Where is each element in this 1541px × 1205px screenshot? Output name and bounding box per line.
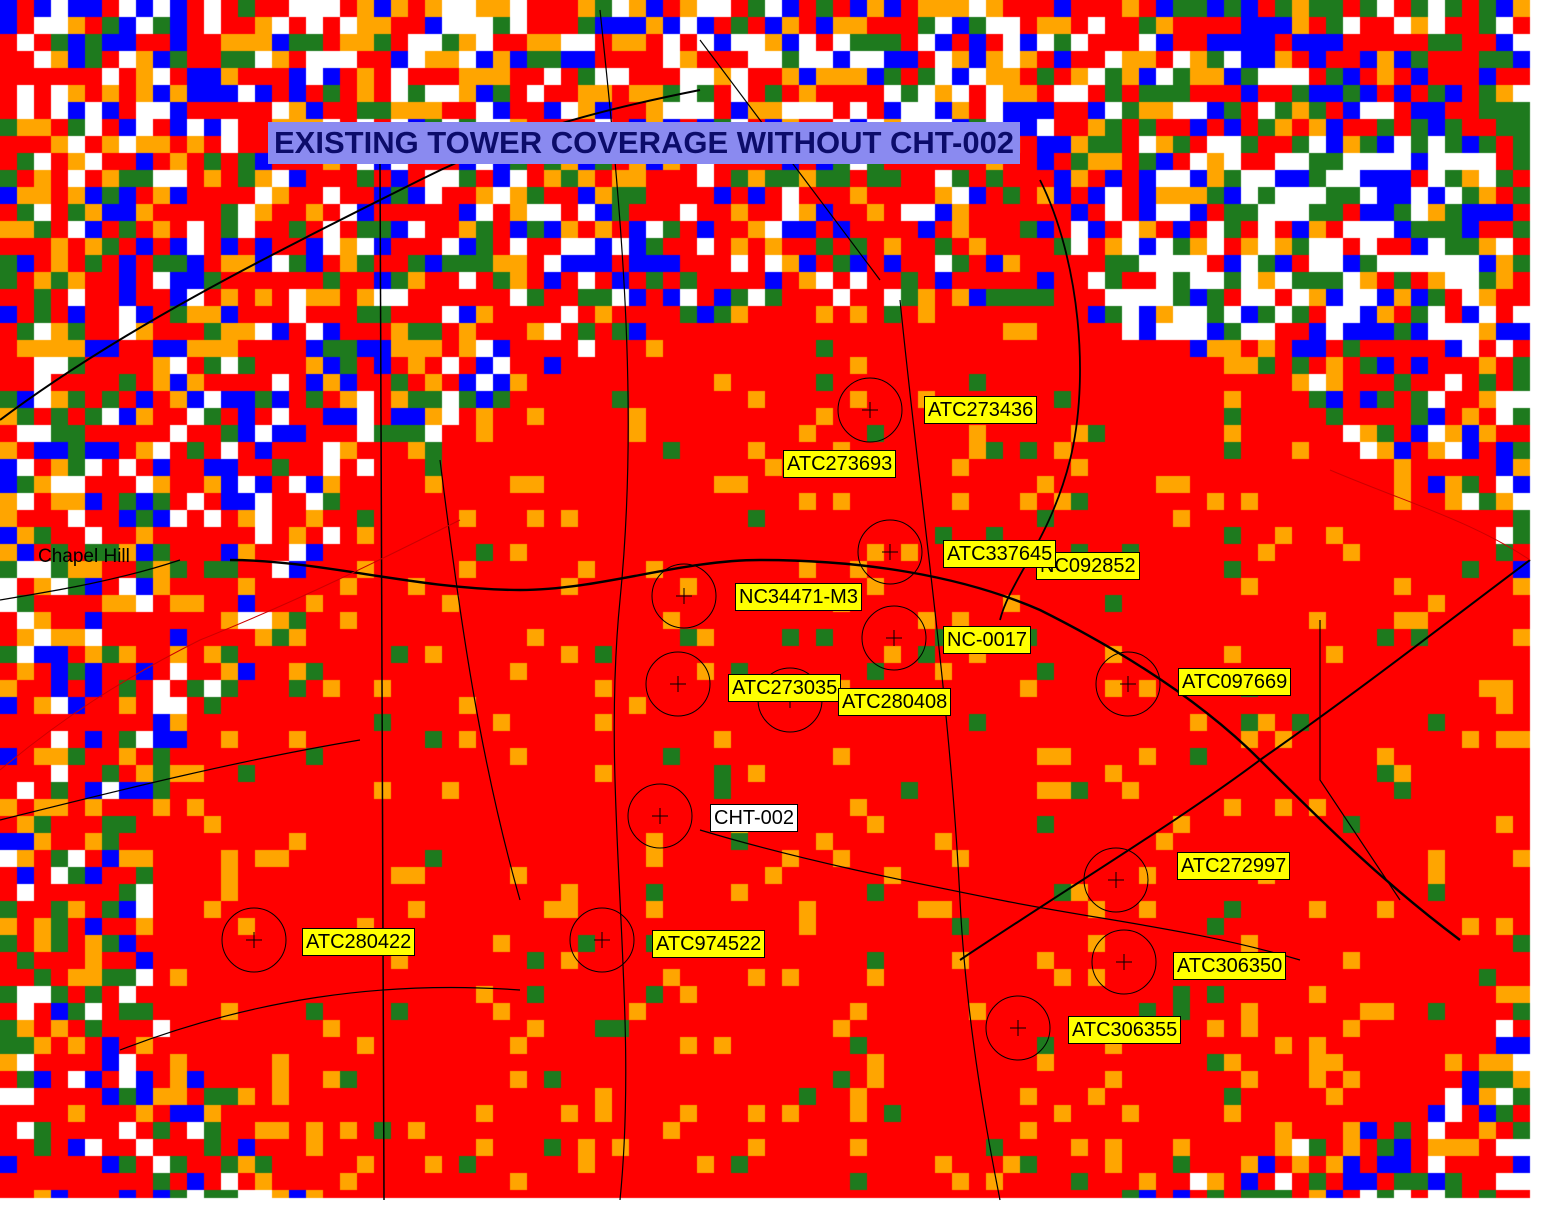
tower-label-atc273693[interactable]: ATC273693 — [783, 450, 897, 478]
tower-site-atc306350 — [1091, 929, 1157, 995]
highway-main — [229, 558, 1461, 941]
red-route-east — [1329, 469, 1531, 561]
highway-northwest — [0, 89, 701, 421]
tower-site-atc097669 — [1095, 651, 1161, 717]
road-southern — [699, 829, 1301, 961]
road-east-ramp — [1319, 620, 1401, 901]
tower-label-nc0017[interactable]: NC-0017 — [943, 626, 1032, 654]
tower-site-atc337645 — [857, 519, 923, 585]
road-west — [0, 739, 361, 821]
town-label-chapel-hill: Chapel Hill — [38, 546, 130, 567]
tower-site-atc273035 — [645, 651, 711, 717]
tower-label-atc306350[interactable]: ATC306350 — [1173, 952, 1287, 980]
tower-label-atc974522[interactable]: ATC974522 — [652, 930, 766, 958]
tower-label-atc272997[interactable]: ATC272997 — [1177, 852, 1291, 880]
road-central — [599, 9, 629, 1201]
tower-site-atc273693 — [837, 377, 903, 443]
tower-label-atc280408[interactable]: ATC280408 — [838, 688, 952, 716]
highway-southeast — [959, 559, 1531, 961]
road-southwest — [119, 986, 521, 1051]
highway-loop-north — [999, 179, 1081, 621]
tower-label-atc306355[interactable]: ATC306355 — [1068, 1016, 1182, 1044]
tower-label-cht002[interactable]: CHT-002 — [710, 804, 799, 832]
tower-site-atc306355 — [985, 995, 1051, 1061]
road-west-secondary — [439, 459, 521, 901]
tower-label-nc34471-m3[interactable]: NC34471-M3 — [735, 583, 862, 611]
road-north-south-west — [379, 159, 385, 1201]
tower-site-atc974522 — [569, 907, 635, 973]
tower-site-ncm3 — [651, 563, 717, 629]
tower-label-atc337645[interactable]: ATC337645 — [943, 540, 1057, 568]
road-chapel-hill — [0, 559, 181, 601]
tower-label-atc273035[interactable]: ATC273035 — [728, 674, 842, 702]
tower-label-atc280422[interactable]: ATC280422 — [302, 928, 416, 956]
tower-site-atc272997 — [1083, 847, 1149, 913]
tower-site-atc280422 — [221, 907, 287, 973]
tower-label-atc273436[interactable]: ATC273436 — [924, 396, 1038, 424]
road-east-central — [899, 299, 1001, 1201]
tower-label-atc097669[interactable]: ATC097669 — [1178, 668, 1292, 696]
map-title: EXISTING TOWER COVERAGE WITHOUT CHT-002 — [268, 122, 1021, 164]
tower-label-nc092852[interactable]: NC092852 — [1036, 552, 1140, 580]
red-route-west — [0, 519, 461, 771]
tower-site-nc0017 — [861, 605, 927, 671]
tower-site-cht002 — [627, 783, 693, 849]
